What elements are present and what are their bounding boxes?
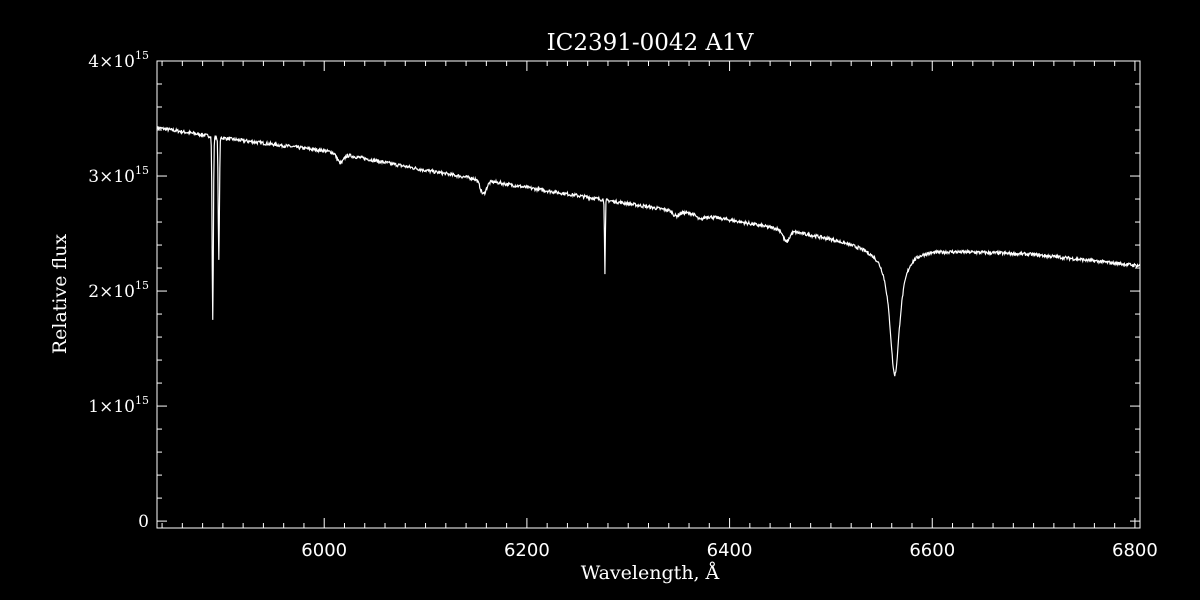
x-tick-label: 6000: [301, 540, 347, 561]
x-axis: 6000 6200 6400 6600 6800: [161, 61, 1158, 561]
chart-title: IC2391-0042 A1V: [547, 30, 754, 56]
spectrum-line: [156, 125, 1141, 377]
x-tick-label: 6600: [909, 540, 955, 561]
y-tick-label: 2×1015: [88, 279, 149, 302]
y-tick-label: 1×1015: [88, 394, 149, 417]
y-tick-label: 3×1015: [88, 164, 149, 187]
x-tick-label: 6200: [504, 540, 550, 561]
y-axis-label: Relative flux: [49, 234, 71, 355]
x-tick-label: 6400: [707, 540, 753, 561]
x-tick-label: 6800: [1112, 540, 1158, 561]
y-tick-label: 0: [138, 512, 149, 532]
y-tick-label: 4×1015: [88, 49, 149, 72]
y-axis: 0 1×1015 2×1015 3×1015 4×1015: [88, 49, 1140, 532]
plot-frame: [156, 60, 1141, 529]
x-axis-label: Wavelength, Å: [581, 562, 720, 584]
